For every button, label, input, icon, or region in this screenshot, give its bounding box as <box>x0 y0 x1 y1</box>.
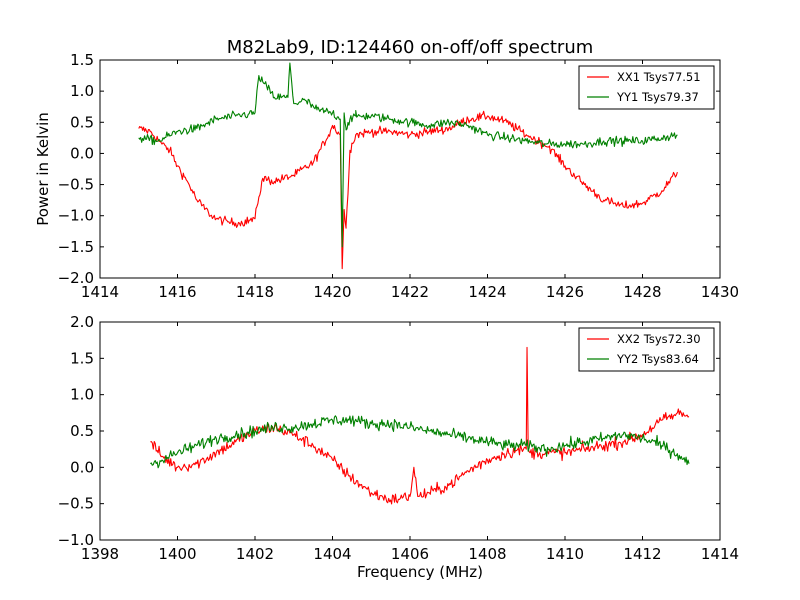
x-tick-label: 1422 <box>391 283 429 301</box>
legend-label: YY2 Tsys83.64 <box>616 352 699 366</box>
x-tick-label: 1428 <box>623 283 661 301</box>
series-line-xx1-tsys77-51 <box>138 110 678 270</box>
y-tick-label: 0.0 <box>70 144 94 162</box>
x-tick-label: 1424 <box>468 283 506 301</box>
x-tick-label: 1414 <box>81 283 119 301</box>
legend: XX2 Tsys72.30 YY2 Tsys83.64 <box>578 327 715 372</box>
y-tick-label: 0.5 <box>70 422 94 440</box>
legend-label: XX1 Tsys77.51 <box>617 70 701 84</box>
series-line-yy1-tsys79-37 <box>138 62 678 248</box>
bottom-panel: 1398 1400 1402 1404 1406 1408 1410 1412 1414 −1.0… <box>58 313 740 581</box>
y-axis-label: Power in Kelvin <box>34 112 52 226</box>
x-tick-label: 1420 <box>313 283 351 301</box>
y-tick-label: 1.0 <box>70 82 94 100</box>
y-tick-label: 1.5 <box>70 51 94 69</box>
y-tick-label: 0.5 <box>70 113 94 131</box>
x-tick-label: 1404 <box>313 545 351 563</box>
y-tick-label: 1.5 <box>70 349 94 367</box>
x-axis-label: Frequency (MHz) <box>357 563 483 581</box>
y-tick-label: −1.0 <box>58 207 94 225</box>
chart-title: M82Lab9, ID:124460 on-off/off spectrum <box>227 37 594 58</box>
y-tick-label: −0.5 <box>58 495 94 513</box>
x-tick-label: 1414 <box>701 545 739 563</box>
y-tick-label: 2.0 <box>70 313 94 331</box>
x-tick-label: 1416 <box>158 283 196 301</box>
legend: XX1 Tsys77.51 YY1 Tsys79.37 <box>578 65 715 110</box>
y-tick-label: −2.0 <box>58 269 94 287</box>
legend-label: YY1 Tsys79.37 <box>616 90 699 104</box>
legend-box <box>578 65 715 110</box>
x-tick-label: 1398 <box>81 545 119 563</box>
legend-label: XX2 Tsys72.30 <box>617 332 701 346</box>
y-tick-label: −1.5 <box>58 238 94 256</box>
x-tick-label: 1430 <box>701 283 739 301</box>
y-tick-label: −1.0 <box>58 531 94 549</box>
top-panel: 1414 1416 1418 1420 1422 1424 1426 1428 1430 −2.0… <box>34 51 739 301</box>
series-line-yy2-tsys83-64 <box>150 415 690 469</box>
x-tick-label: 1400 <box>158 545 196 563</box>
legend-box <box>578 327 715 372</box>
x-tick-label: 1412 <box>623 545 661 563</box>
y-tick-label: −0.5 <box>58 176 94 194</box>
x-tick-label: 1410 <box>546 545 584 563</box>
x-tick-label: 1426 <box>546 283 584 301</box>
x-tick-label: 1402 <box>236 545 274 563</box>
x-tick-label: 1406 <box>391 545 429 563</box>
y-tick-label: 0.0 <box>70 458 94 476</box>
x-tick-label: 1418 <box>236 283 274 301</box>
y-tick-label: 1.0 <box>70 386 94 404</box>
x-tick-label: 1408 <box>468 545 506 563</box>
